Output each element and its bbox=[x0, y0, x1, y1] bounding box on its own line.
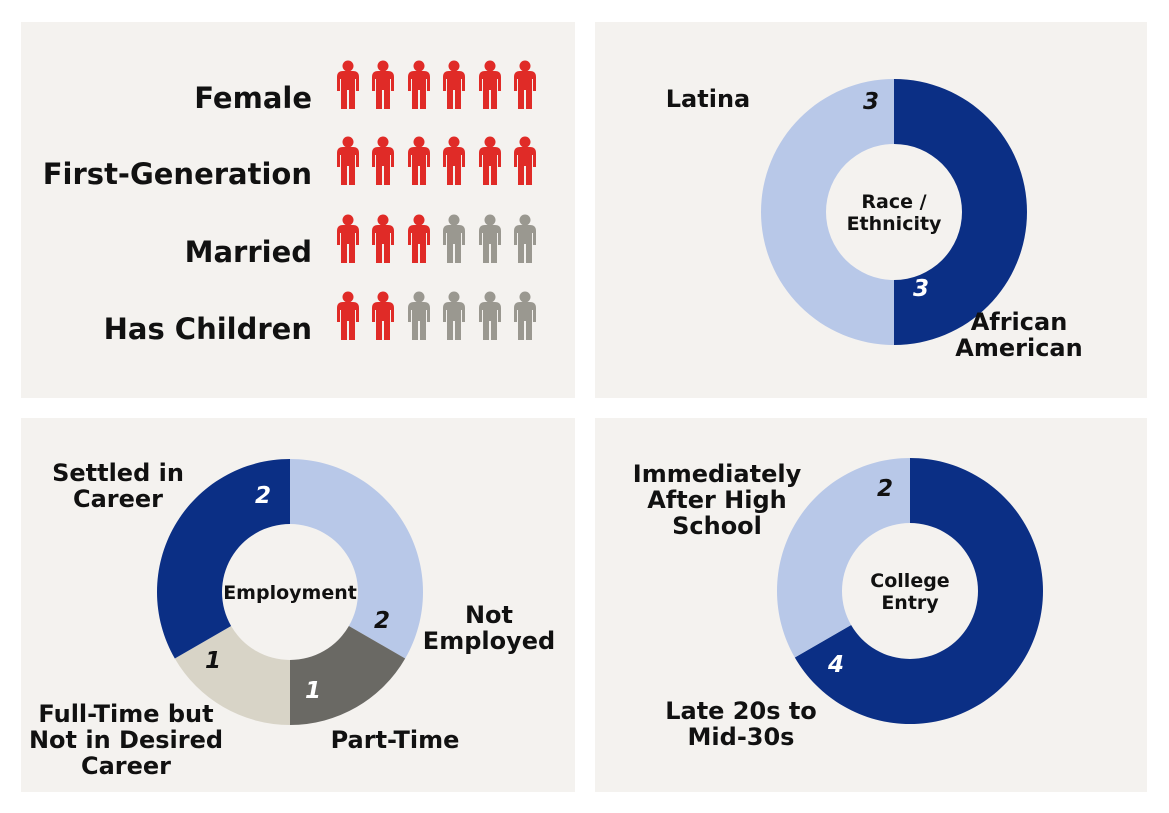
pictogram-row-female: Female bbox=[194, 60, 536, 115]
person-icon-empty bbox=[408, 291, 430, 340]
pictogram-row-first-generation: First-Generation bbox=[43, 136, 536, 191]
person-icon-filled bbox=[408, 214, 430, 263]
slice-late-20s-to-mid-30s bbox=[794, 458, 1043, 724]
slice-count-label: 2 bbox=[255, 483, 271, 509]
person-icon-filled bbox=[372, 214, 394, 263]
donut-center-label: Ethnicity bbox=[847, 213, 942, 235]
person-icon-empty bbox=[479, 214, 501, 263]
pictogram-row-married: Married bbox=[185, 214, 536, 269]
slice-count-label: 4 bbox=[827, 652, 844, 678]
slice-settled-in-career bbox=[157, 459, 290, 659]
slice-label: Mid-30s bbox=[688, 723, 795, 751]
person-icon-filled bbox=[443, 60, 465, 109]
slice-label: Late 20s to bbox=[665, 697, 817, 725]
person-icon-filled bbox=[372, 291, 394, 340]
slice-count-label: 3 bbox=[913, 276, 929, 302]
slice-label: Full-Time but bbox=[38, 700, 213, 728]
person-icon-filled bbox=[337, 136, 359, 185]
slice-label: Immediately bbox=[633, 460, 802, 488]
person-icon-filled bbox=[479, 136, 501, 185]
college-entry-panel: 4 Late 20s to Mid-30s 2 Immediately After Hig… bbox=[595, 418, 1147, 792]
employment-panel: 2 Not Employed 1 Part-Time 1 Full-Time but Not … bbox=[21, 418, 575, 792]
slice-count-label: 1 bbox=[305, 678, 321, 704]
row-label: Married bbox=[185, 235, 312, 269]
slice-label: Career bbox=[81, 752, 171, 780]
person-icon-filled bbox=[514, 136, 536, 185]
slice-label: American bbox=[955, 334, 1082, 362]
person-icon-filled bbox=[337, 214, 359, 263]
slice-label: Part-Time bbox=[331, 726, 460, 754]
row-label: Has Children bbox=[104, 312, 312, 346]
slice-label: Not bbox=[465, 601, 513, 629]
slice-immediately-after-high-school bbox=[777, 458, 910, 658]
slice-label: Latina bbox=[666, 85, 750, 113]
slice-latina bbox=[761, 79, 894, 345]
row-label: First-Generation bbox=[43, 157, 312, 191]
slice-label: School bbox=[672, 512, 762, 540]
person-icon-empty bbox=[443, 214, 465, 263]
person-icon-empty bbox=[514, 214, 536, 263]
person-icon-filled bbox=[372, 136, 394, 185]
person-icon-filled bbox=[337, 291, 359, 340]
person-icon-filled bbox=[408, 60, 430, 109]
slice-count-label: 2 bbox=[374, 608, 390, 634]
slice-label: African bbox=[971, 308, 1068, 336]
person-icon-filled bbox=[337, 60, 359, 109]
slice-label: Not in Desired bbox=[29, 726, 223, 754]
donut-center-label: College bbox=[870, 570, 949, 592]
person-icon-filled bbox=[443, 136, 465, 185]
race-ethnicity-panel: 3 African American 3 Latina Race / Ethnicity bbox=[595, 22, 1147, 398]
demographics-panel: Female First-Generation Married Has Childre… bbox=[21, 22, 575, 398]
person-icon-filled bbox=[514, 60, 536, 109]
person-icon-filled bbox=[479, 60, 501, 109]
row-label: Female bbox=[194, 81, 312, 115]
person-icon-empty bbox=[443, 291, 465, 340]
person-icon-empty bbox=[479, 291, 501, 340]
donut-center-label: Entry bbox=[881, 592, 939, 614]
slice-african-american bbox=[894, 79, 1027, 345]
slice-part-time bbox=[290, 626, 406, 725]
slice-count-label: 1 bbox=[205, 648, 221, 674]
donut-center-label: Race / bbox=[861, 191, 926, 213]
slice-label: Career bbox=[73, 485, 163, 513]
slice-label: Settled in bbox=[52, 459, 184, 487]
slice-not-employed bbox=[290, 459, 424, 659]
person-icon-empty bbox=[514, 291, 536, 340]
donut-center-label: Employment bbox=[223, 582, 357, 604]
person-icon-filled bbox=[372, 60, 394, 109]
pictogram-chart: Female First-Generation Married Has Childre… bbox=[43, 60, 536, 346]
slice-label: Employed bbox=[423, 627, 555, 655]
pictogram-row-has-children: Has Children bbox=[104, 291, 536, 346]
slice-count-label: 2 bbox=[877, 476, 893, 502]
person-icon-filled bbox=[408, 136, 430, 185]
slice-full-time-but-not-in-desired-career bbox=[174, 626, 290, 725]
slice-label: After High bbox=[647, 486, 787, 514]
slice-count-label: 3 bbox=[863, 89, 879, 115]
